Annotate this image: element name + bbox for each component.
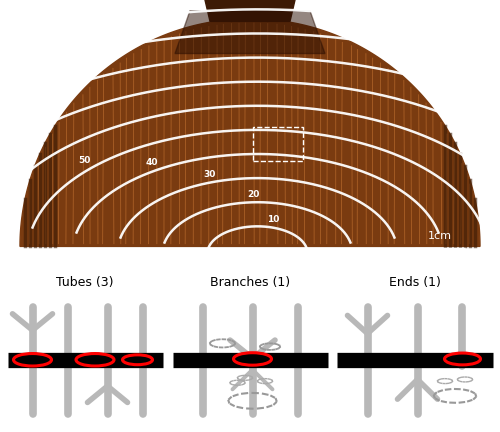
- Polygon shape: [175, 11, 325, 54]
- Polygon shape: [20, 19, 480, 246]
- Polygon shape: [200, 0, 300, 22]
- Text: Analysis of complexity: Analysis of complexity: [162, 248, 338, 263]
- Text: 20: 20: [248, 190, 260, 199]
- Text: 1cm: 1cm: [428, 231, 452, 241]
- Text: 30: 30: [204, 170, 216, 179]
- Text: 10: 10: [267, 215, 280, 224]
- Text: 40: 40: [146, 158, 158, 167]
- Bar: [252, 127, 302, 161]
- Text: Branches (1): Branches (1): [210, 276, 290, 289]
- Text: 60: 60: [14, 159, 26, 168]
- Text: 50: 50: [78, 156, 90, 165]
- Text: Tubes (3): Tubes (3): [56, 276, 114, 289]
- Text: Ends (1): Ends (1): [389, 276, 441, 289]
